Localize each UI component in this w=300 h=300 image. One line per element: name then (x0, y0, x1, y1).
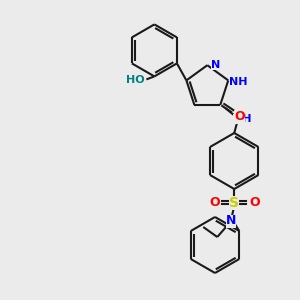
Text: NH: NH (229, 77, 248, 87)
Text: O: O (209, 196, 220, 209)
Text: N: N (226, 214, 236, 227)
Text: O: O (249, 196, 260, 209)
Text: S: S (229, 196, 239, 210)
Text: O: O (234, 110, 244, 124)
Text: NH: NH (233, 114, 251, 124)
Text: HO: HO (126, 75, 145, 85)
Text: N: N (211, 60, 220, 70)
